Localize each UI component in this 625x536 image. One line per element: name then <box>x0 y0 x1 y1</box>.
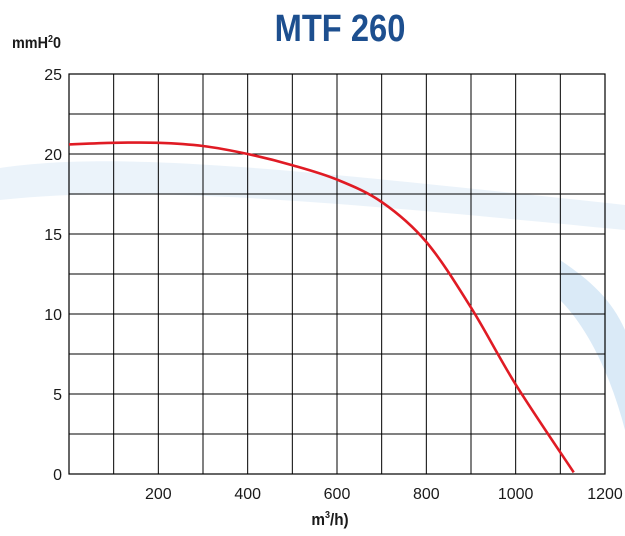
x-tick-label: 1000 <box>498 486 534 503</box>
x-tick-label: 1200 <box>587 486 623 503</box>
y-tick-label: 20 <box>44 147 62 164</box>
y-tick-label: 0 <box>53 467 62 484</box>
x-axis-unit-label: m3/h) <box>311 510 349 529</box>
x-tick-label: 200 <box>145 486 172 503</box>
chart-grid <box>68 73 606 475</box>
y-axis-unit-label: mmH20 <box>12 34 62 52</box>
x-tick-label: 400 <box>234 486 261 503</box>
chart-title: MTF 260 <box>274 8 406 50</box>
plot-frame <box>68 73 606 475</box>
x-tick-label: 600 <box>324 486 351 503</box>
y-tick-label: 10 <box>44 307 62 324</box>
y-tick-label: 25 <box>44 67 62 84</box>
x-tick-label: 800 <box>413 486 440 503</box>
y-tick-label: 15 <box>44 227 62 244</box>
series-layer <box>68 141 575 474</box>
fan-curve-line <box>68 141 575 474</box>
y-tick-label: 5 <box>53 387 62 404</box>
tick-labels: 200 400 600 800 1000 1200 0 5 10 15 20 25 <box>44 67 623 503</box>
